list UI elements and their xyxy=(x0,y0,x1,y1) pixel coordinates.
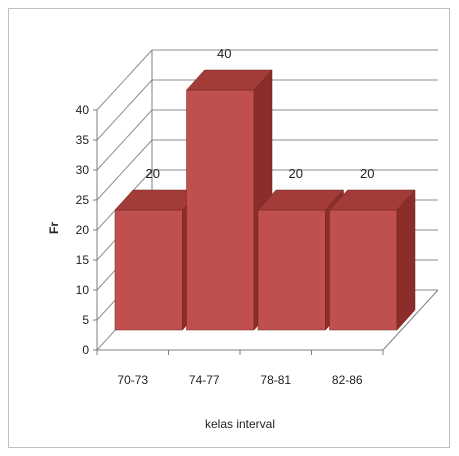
bar-front xyxy=(114,209,183,331)
floor-right-edge xyxy=(382,289,439,351)
y-tick-label: 10 xyxy=(76,283,90,297)
y-tick-label: 5 xyxy=(82,313,89,327)
bar-side xyxy=(396,189,416,331)
x-axis-title: kelas interval xyxy=(205,417,275,431)
y-tick-label: 30 xyxy=(76,163,90,177)
data-labels: 20 40 20 20 xyxy=(146,46,375,181)
gridline-side xyxy=(96,49,153,111)
y-tick-label: 40 xyxy=(76,103,90,117)
bars xyxy=(114,69,416,331)
x-tick-labels: 70-73 74-77 78-81 82-86 xyxy=(117,373,363,387)
y-tick-label: 0 xyxy=(82,343,89,357)
x-tick-label: 82-86 xyxy=(332,373,363,387)
x-tick-label: 74-77 xyxy=(189,373,220,387)
bar-front xyxy=(186,89,255,331)
bar-front xyxy=(257,209,326,331)
gridline-side xyxy=(96,139,153,201)
y-tick-label: 35 xyxy=(76,133,90,147)
bar-top xyxy=(185,69,273,91)
y-axis-title: Fr xyxy=(47,222,61,234)
data-label: 20 xyxy=(360,166,374,181)
bar-82-86 xyxy=(328,189,416,331)
y-tick-label: 20 xyxy=(76,223,90,237)
gridline-side xyxy=(96,109,153,171)
y-tick-label: 15 xyxy=(76,253,90,267)
x-tick-label: 78-81 xyxy=(260,373,291,387)
bar-top xyxy=(328,189,416,211)
y-tick-label: 25 xyxy=(76,193,90,207)
y-tick-labels: 0 5 10 15 20 25 30 35 40 xyxy=(76,103,90,357)
bar-top xyxy=(257,189,345,211)
gridline-side xyxy=(96,79,153,141)
data-label: 20 xyxy=(146,166,160,181)
data-label: 40 xyxy=(217,46,231,61)
bar-front xyxy=(329,209,398,331)
data-label: 20 xyxy=(289,166,303,181)
x-tick-label: 70-73 xyxy=(117,373,148,387)
chart-walls xyxy=(93,50,439,355)
